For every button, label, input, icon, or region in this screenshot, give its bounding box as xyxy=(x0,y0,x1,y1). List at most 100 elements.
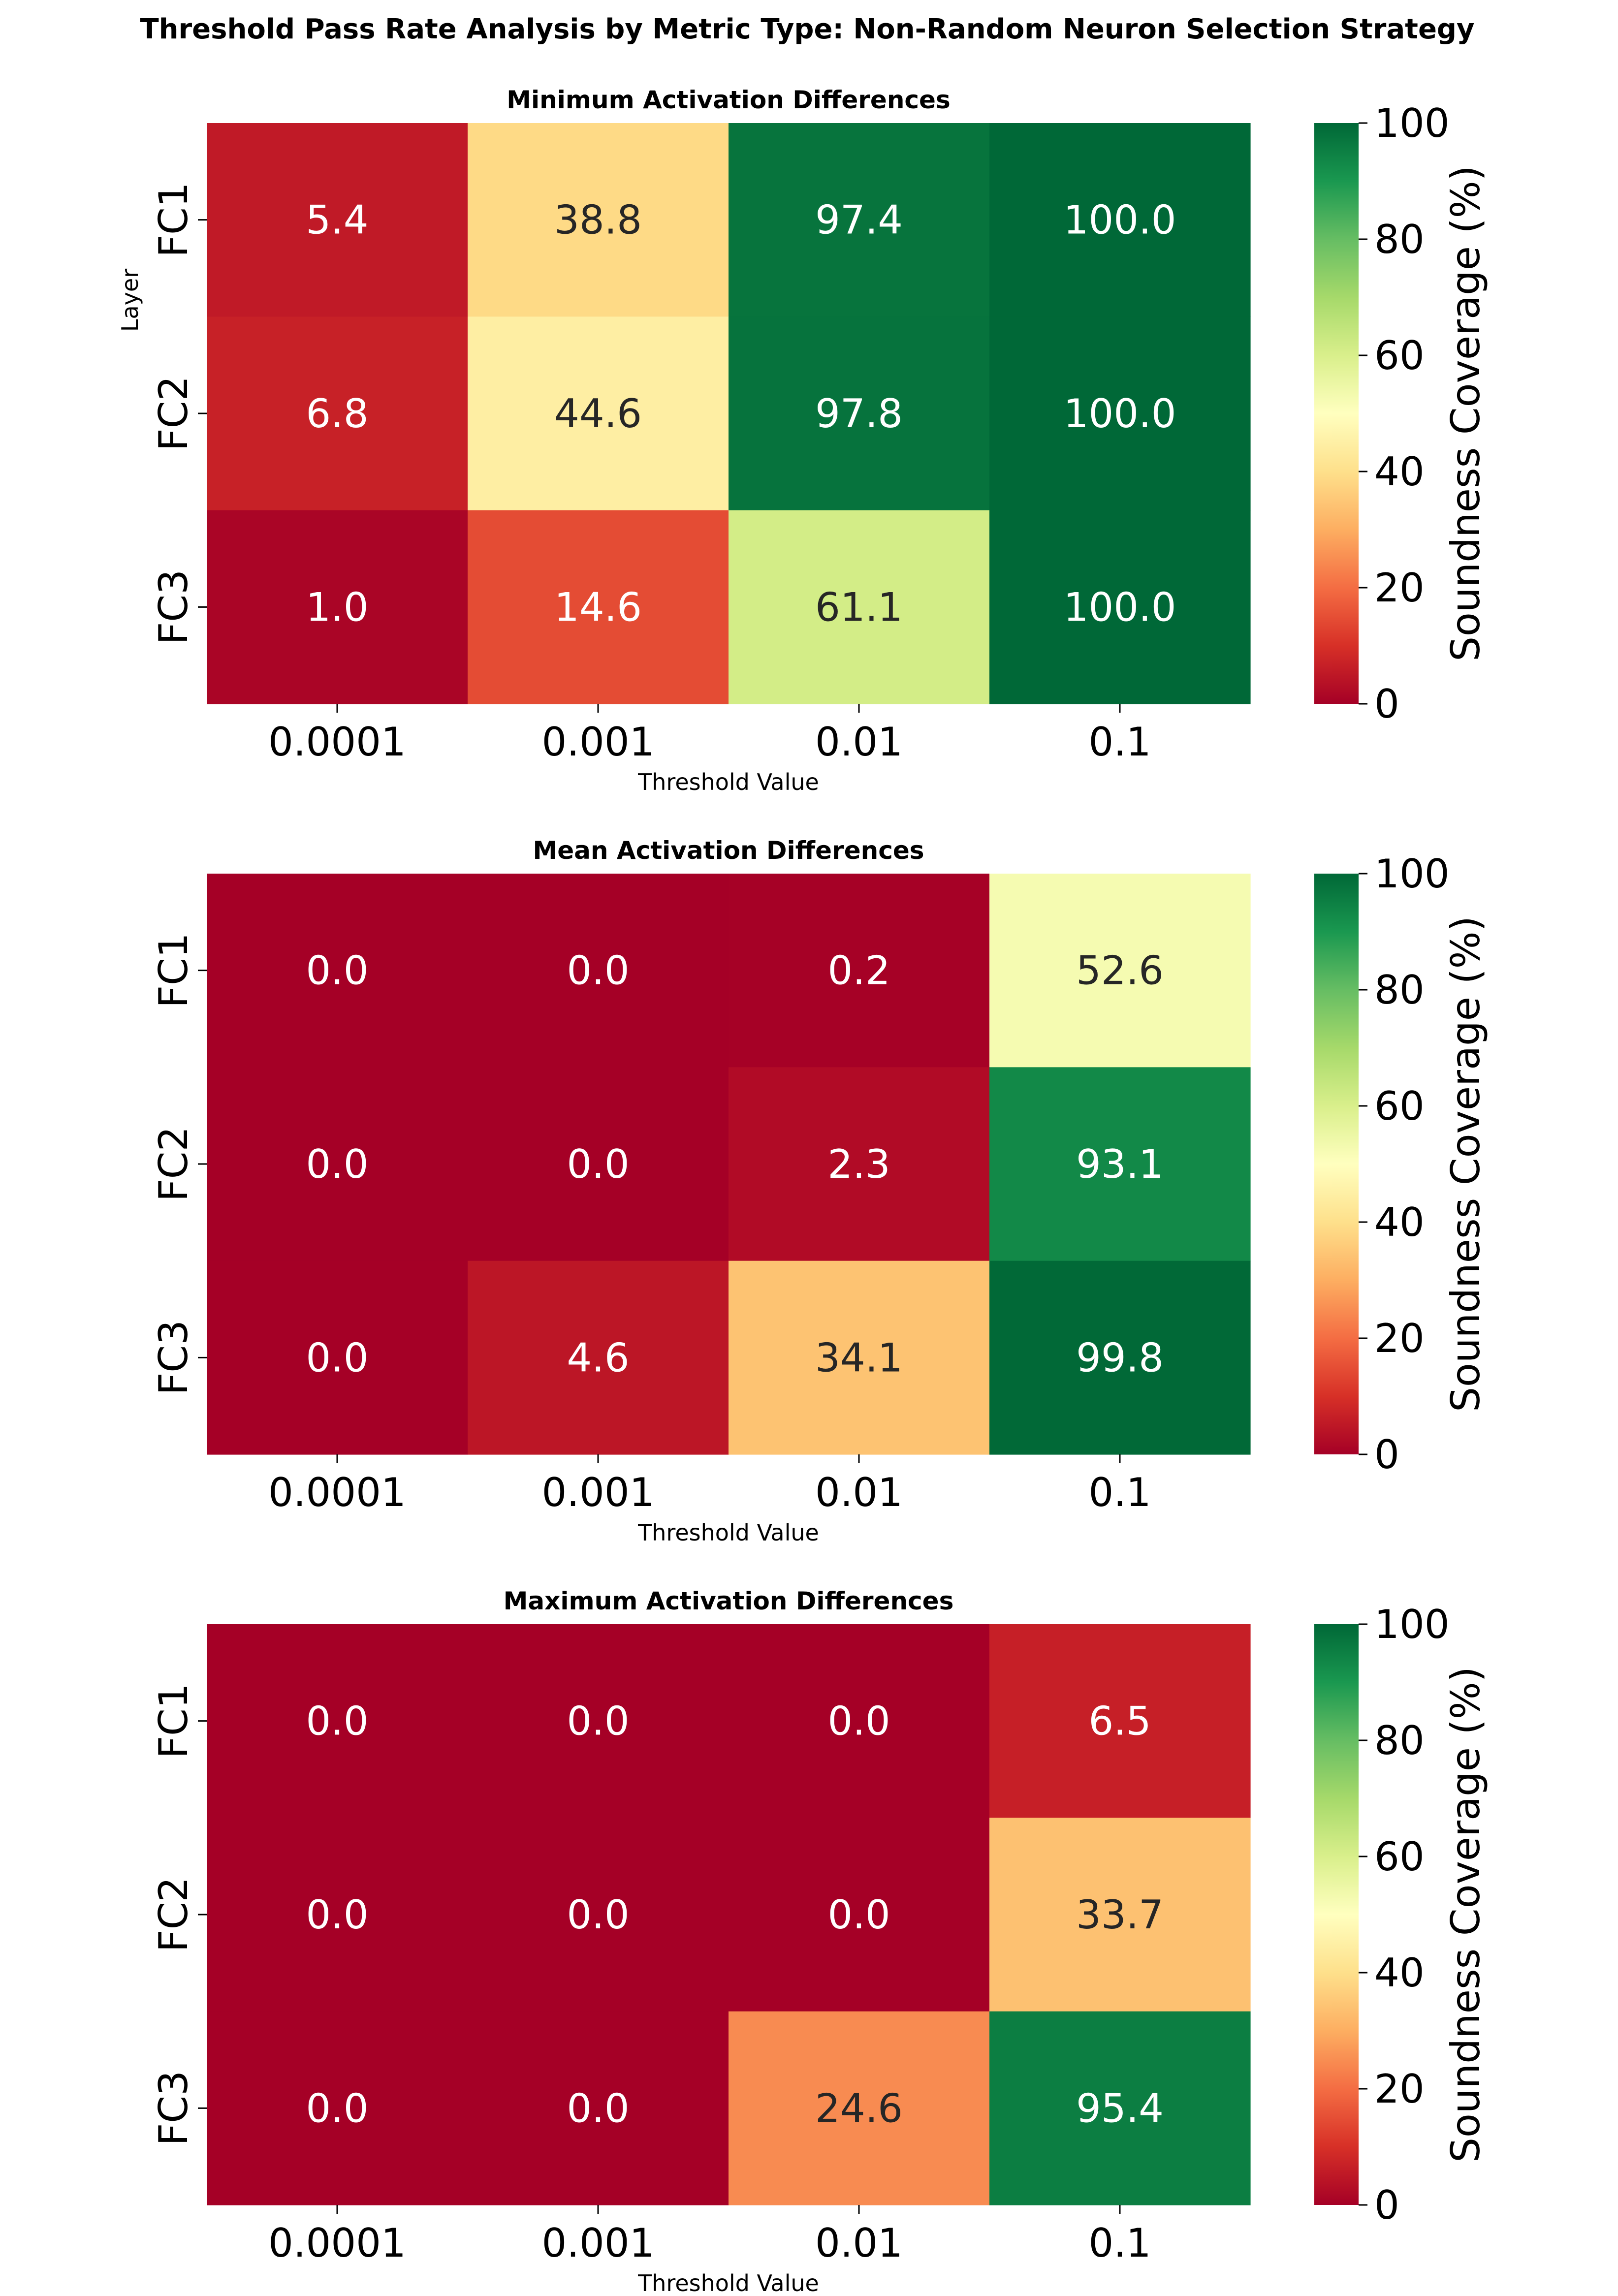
cell-value-label: 0.0 xyxy=(306,948,368,994)
panel-title: Mean Activation Differences xyxy=(533,836,924,865)
x-tick-label: 0.01 xyxy=(815,719,903,765)
x-tick-label: 0.01 xyxy=(815,2220,903,2266)
colorbar-tick-label: 60 xyxy=(1374,1083,1425,1129)
heatmap-panel-1: Minimum Activation Differences 5.4 38.8 97.… xyxy=(117,86,1489,795)
x-tick-label: 0.1 xyxy=(1088,1470,1151,1515)
x-tick-label: 0.0001 xyxy=(268,2220,406,2266)
heatmap-cell xyxy=(207,874,468,1068)
heatmap-cell xyxy=(729,316,990,511)
colorbar-tick-label: 0 xyxy=(1374,681,1399,727)
heatmap-cell xyxy=(468,1260,729,1455)
colorbar-tick-label: 0 xyxy=(1374,1432,1399,1478)
cell-value-label: 0.0 xyxy=(567,1698,629,1744)
cell-value-label: 0.0 xyxy=(306,2085,368,2131)
cell-value-label: 0.0 xyxy=(306,1335,368,1381)
heatmap-cell xyxy=(729,1624,990,1818)
colorbar-label: Soundness Coverage (%) xyxy=(1443,1667,1489,2163)
x-tick-label: 0.01 xyxy=(815,1470,903,1515)
heatmap-cell xyxy=(207,1818,468,2012)
cell-value-label: 24.6 xyxy=(815,2085,903,2131)
colorbar-tick-label: 20 xyxy=(1374,1316,1425,1361)
heatmap-cell xyxy=(989,1818,1251,2012)
y-tick-label: FC3 xyxy=(151,569,196,645)
heatmap-cell xyxy=(989,1067,1251,1261)
heatmap-cell xyxy=(207,316,468,511)
cell-value-label: 93.1 xyxy=(1076,1141,1164,1187)
y-tick-label: FC1 xyxy=(151,182,196,257)
heatmap-cell xyxy=(207,510,468,704)
heatmap-cell xyxy=(207,1067,468,1261)
colorbar xyxy=(1314,874,1359,1454)
colorbar-tick-label: 20 xyxy=(1374,565,1425,611)
cell-value-label: 99.8 xyxy=(1076,1335,1164,1381)
y-tick-label: FC1 xyxy=(151,933,196,1008)
heatmap-cell xyxy=(207,123,468,317)
cell-value-label: 44.6 xyxy=(554,391,642,437)
heatmap-cell xyxy=(729,510,990,704)
heatmap-cell xyxy=(729,2011,990,2205)
cell-value-label: 33.7 xyxy=(1076,1892,1164,1938)
panel-title: Maximum Activation Differences xyxy=(504,1587,954,1615)
heatmap-cell xyxy=(989,874,1251,1068)
cell-value-label: 100.0 xyxy=(1063,197,1176,243)
cell-value-label: 0.0 xyxy=(567,1892,629,1938)
x-tick-label: 0.0001 xyxy=(268,719,406,765)
cell-value-label: 0.0 xyxy=(567,2085,629,2131)
y-tick-label: FC1 xyxy=(151,1683,196,1759)
heatmap-panel-2: Mean Activation Differences 0.0 0.0 0.2 52.6… xyxy=(151,836,1489,1546)
cell-value-label: 6.8 xyxy=(306,391,368,437)
cell-value-label: 0.0 xyxy=(567,1141,629,1187)
heatmap-cell xyxy=(207,2011,468,2205)
heatmap-cell xyxy=(468,2011,729,2205)
cell-value-label: 0.2 xyxy=(827,948,890,994)
cell-value-label: 0.0 xyxy=(567,948,629,994)
colorbar-tick-label: 100 xyxy=(1374,851,1450,897)
figure-title: Threshold Pass Rate Analysis by Metric T… xyxy=(140,13,1474,45)
cell-value-label: 1.0 xyxy=(306,584,368,630)
colorbar-tick-label: 80 xyxy=(1374,967,1425,1013)
cell-value-label: 0.0 xyxy=(827,1892,890,1938)
cell-value-label: 5.4 xyxy=(306,197,368,243)
colorbar-tick-label: 0 xyxy=(1374,2182,1399,2228)
x-tick-label: 0.1 xyxy=(1088,719,1151,765)
colorbar-label: Soundness Coverage (%) xyxy=(1443,165,1489,661)
heatmap-cell xyxy=(989,123,1251,317)
cell-value-label: 0.0 xyxy=(306,1141,368,1187)
heatmap-cell xyxy=(468,1818,729,2012)
colorbar-tick-label: 80 xyxy=(1374,1718,1425,1763)
x-tick-label: 0.001 xyxy=(541,2220,654,2266)
heatmap-panel-3: Maximum Activation Differences 0.0 0.0 0.0 6… xyxy=(151,1587,1489,2296)
y-tick-label: FC2 xyxy=(151,1127,196,1202)
colorbar-tick-label: 40 xyxy=(1374,1950,1425,1996)
colorbar-tick-label: 40 xyxy=(1374,449,1425,495)
heatmap-cell xyxy=(989,1260,1251,1455)
heatmap-cell xyxy=(729,874,990,1068)
colorbar-tick-label: 60 xyxy=(1374,1834,1425,1880)
cell-value-label: 52.6 xyxy=(1076,948,1164,994)
cell-value-label: 34.1 xyxy=(815,1335,903,1381)
cell-value-label: 38.8 xyxy=(554,197,642,243)
heatmap-cell xyxy=(729,123,990,317)
heatmap-cell xyxy=(989,510,1251,704)
colorbar-tick-label: 40 xyxy=(1374,1199,1425,1245)
heatmap-cell xyxy=(989,1624,1251,1818)
cell-value-label: 0.0 xyxy=(306,1892,368,1938)
x-axis-label: Threshold Value xyxy=(637,1519,819,1546)
y-tick-label: FC3 xyxy=(151,2071,196,2146)
cell-value-label: 61.1 xyxy=(815,584,903,630)
colorbar-tick-label: 60 xyxy=(1374,333,1425,378)
heatmap-cell xyxy=(468,316,729,511)
y-axis-label: Layer xyxy=(117,269,143,332)
heatmap-cell xyxy=(468,874,729,1068)
x-axis-label: Threshold Value xyxy=(637,769,819,795)
colorbar-tick-label: 100 xyxy=(1374,100,1450,146)
heatmap-cell xyxy=(207,1260,468,1455)
x-tick-label: 0.001 xyxy=(541,1470,654,1515)
heatmap-cell xyxy=(729,1818,990,2012)
heatmap-cell xyxy=(468,123,729,317)
cell-value-label: 4.6 xyxy=(567,1335,629,1381)
cell-value-label: 2.3 xyxy=(827,1141,890,1187)
heatmap-cell xyxy=(468,1067,729,1261)
heatmap-cell xyxy=(468,510,729,704)
